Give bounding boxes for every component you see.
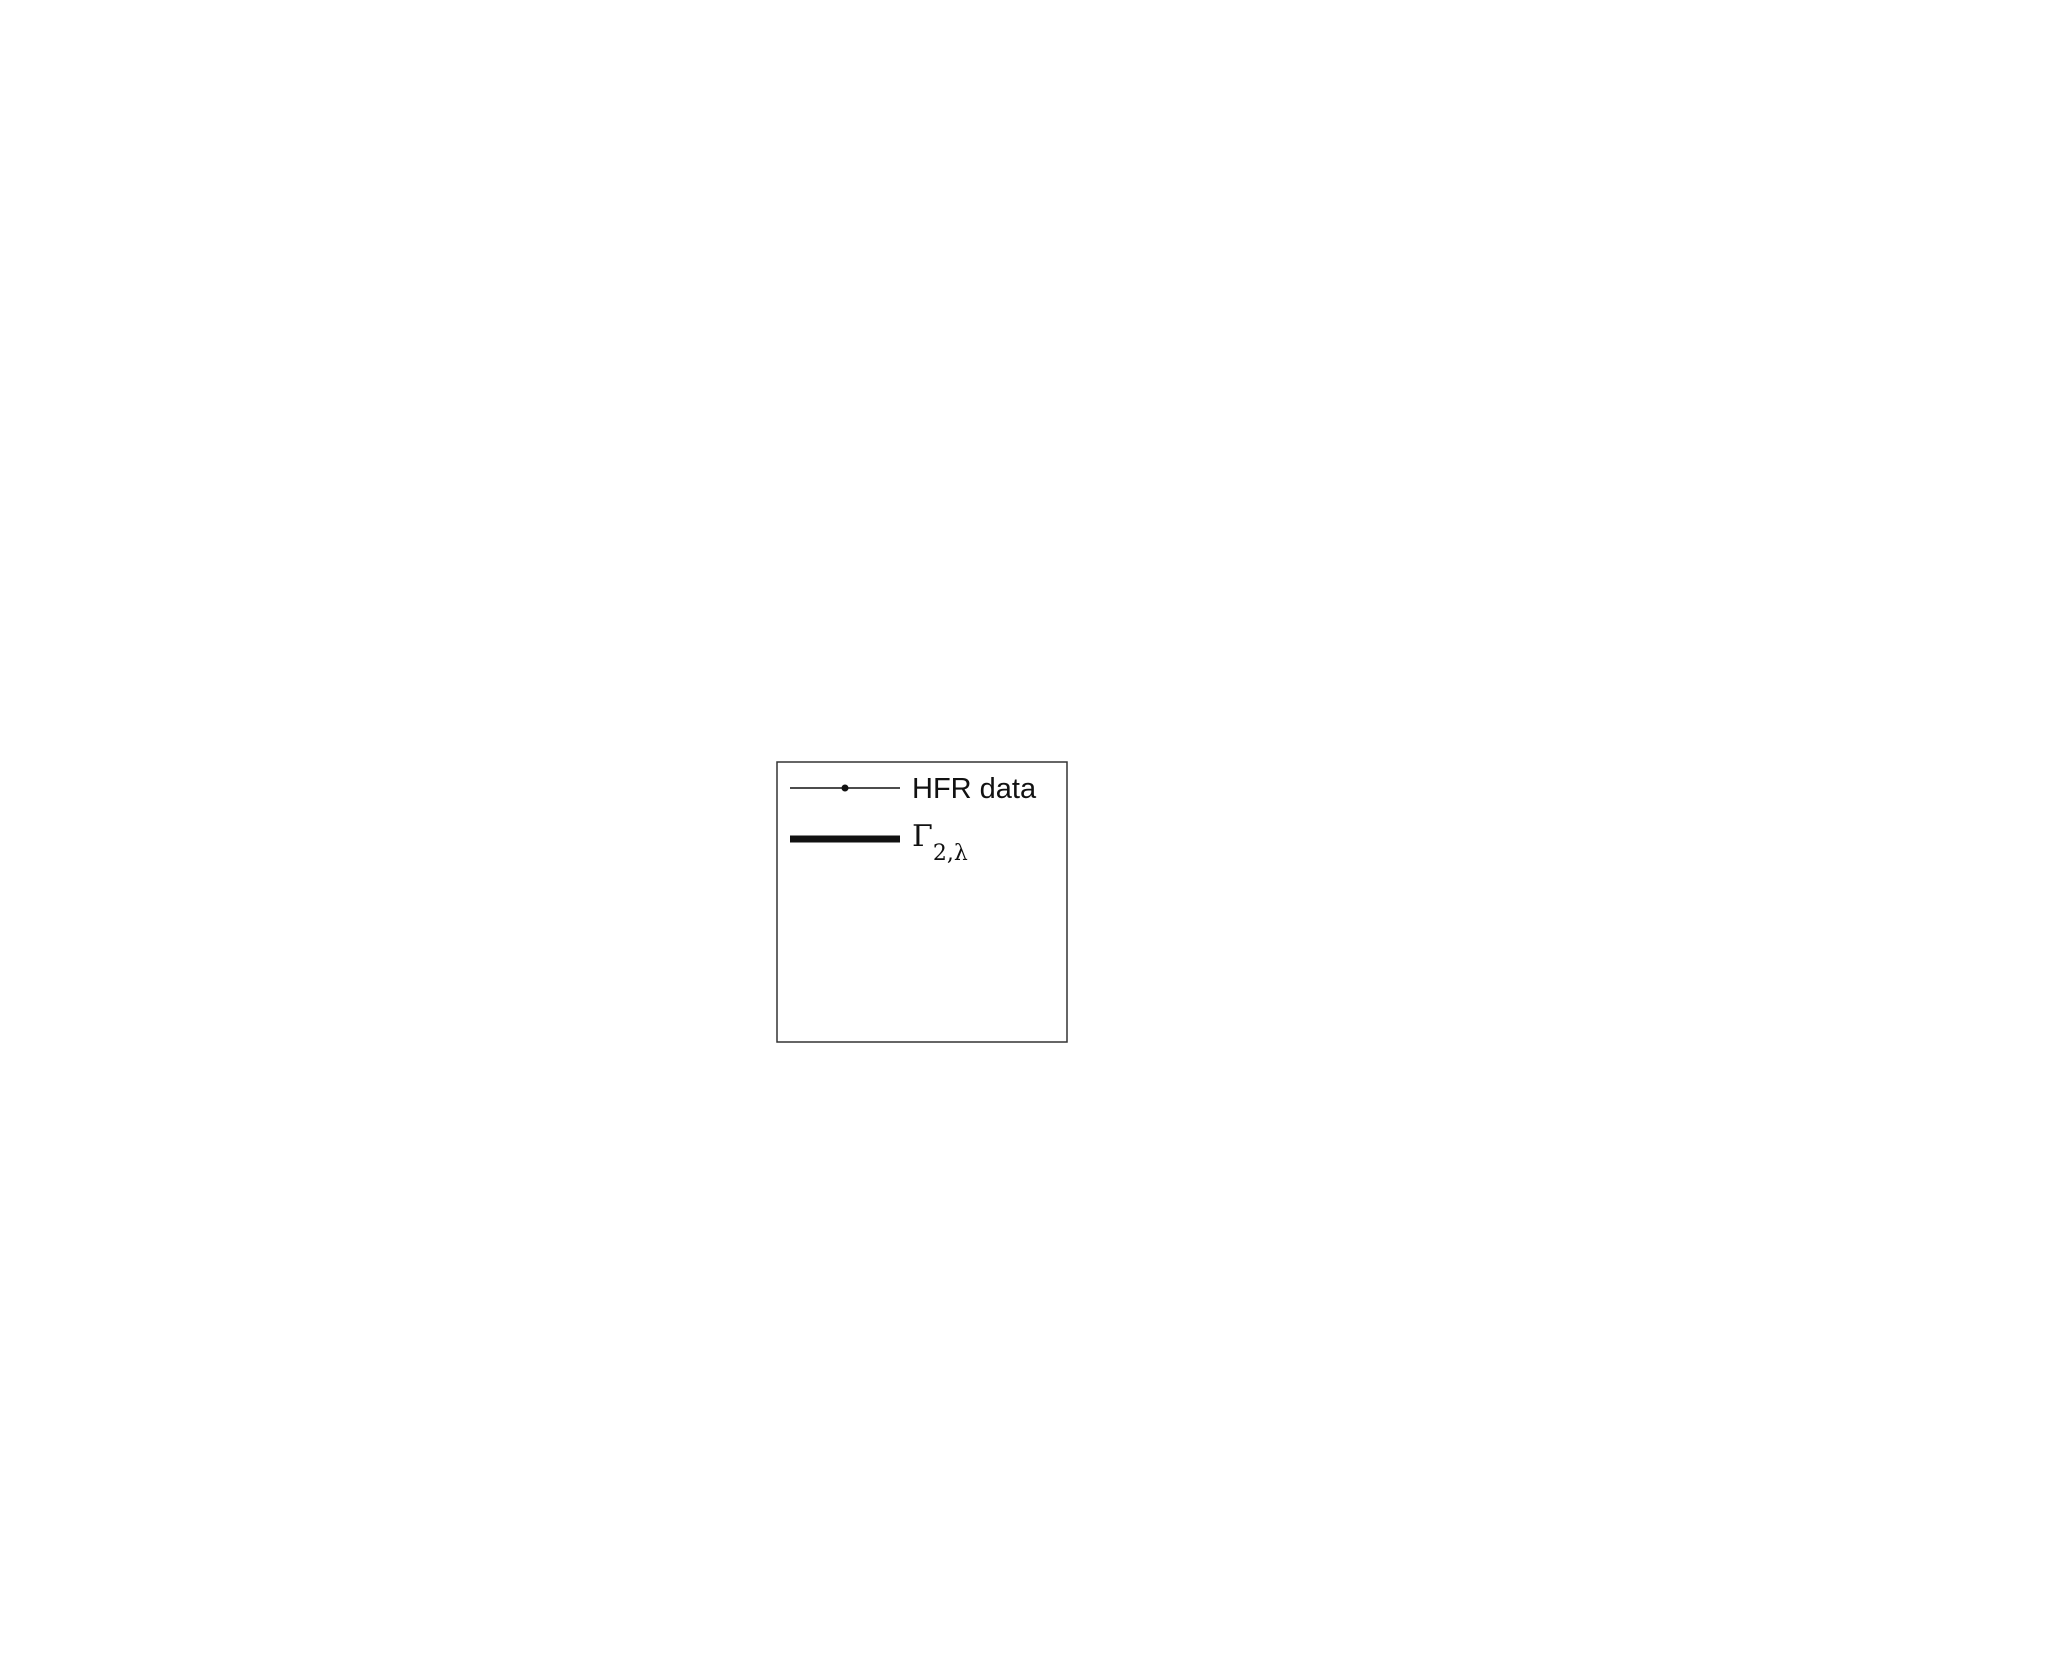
legend-gamma-subscript: 2,λ — [933, 841, 968, 866]
legend: HFR data Γ2,λ — [776, 761, 1068, 1043]
legend-hfr-label: HFR data — [912, 773, 1037, 805]
legend-gamma-symbol: Γ — [912, 819, 933, 854]
legend-hfr-marker-icon — [841, 784, 849, 792]
legend-gamma-label: Γ2,λ — [912, 819, 968, 866]
legend-box — [776, 761, 1068, 1043]
